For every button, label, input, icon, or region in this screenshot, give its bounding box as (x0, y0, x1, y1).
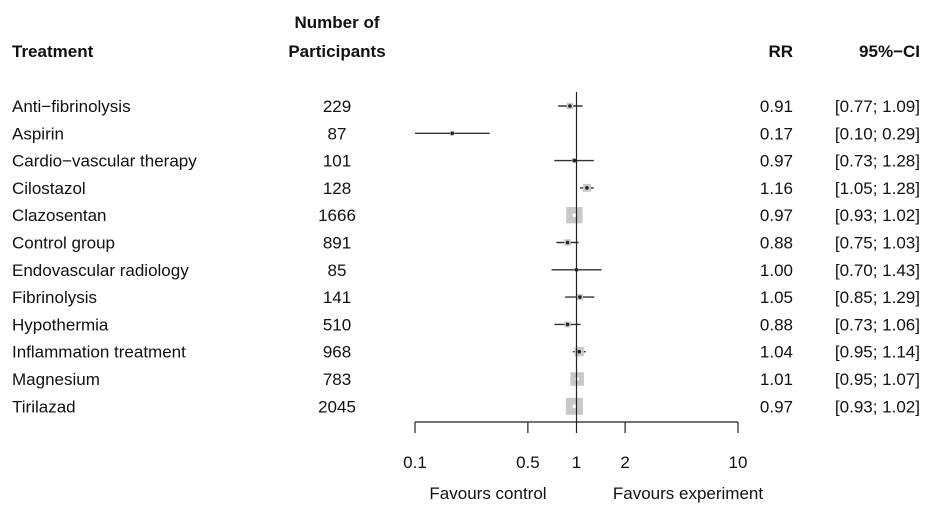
x-tick-label: 2 (620, 453, 629, 472)
point-estimate (572, 158, 577, 163)
forest-row: Tirilazad 2045 0.97 [0.93; 1.02] (12, 397, 920, 416)
forest-row: Cilostazol 128 1.16 [1.05; 1.28] (12, 179, 920, 198)
x-tick-label: 0.1 (403, 453, 427, 472)
row-rr-value: 0.17 (760, 124, 793, 143)
row-treatment-label: Cardio−vascular therapy (12, 152, 197, 171)
row-rr-value: 0.97 (760, 206, 793, 225)
row-treatment-label: Inflammation treatment (12, 343, 186, 362)
row-treatment-label: Fibrinolysis (12, 288, 97, 307)
x-tick-label: 0.5 (516, 453, 540, 472)
forest-row: Anti−fibrinolysis 229 0.91 [0.77; 1.09] (12, 97, 920, 116)
row-treatment-label: Hypothermia (12, 315, 109, 334)
favours-experiment-label: Favours experiment (613, 484, 764, 503)
forest-rows: Anti−fibrinolysis 229 0.91 [0.77; 1.09] Aspi… (12, 97, 920, 416)
forest-row: Inflammation treatment 968 1.04 [0.95; 1.14… (12, 343, 920, 362)
header-participants-line2: Participants (288, 42, 385, 61)
row-ci-value: [0.73; 1.06] (835, 315, 920, 334)
row-rr-value: 1.01 (760, 370, 793, 389)
x-tick-label: 1 (572, 453, 581, 472)
point-estimate (578, 295, 582, 299)
point-estimate (565, 322, 570, 327)
forest-row: Cardio−vascular therapy 101 0.97 [0.73; 1.2… (12, 152, 920, 171)
header-rr: RR (768, 42, 793, 61)
row-participants-value: 968 (323, 343, 351, 362)
row-ci-value: [0.93; 1.02] (835, 397, 920, 416)
row-ci-value: [0.73; 1.28] (835, 152, 920, 171)
row-ci-value: [0.75; 1.03] (835, 234, 920, 253)
row-treatment-label: Endovascular radiology (12, 261, 189, 280)
row-rr-value: 0.88 (760, 315, 793, 334)
forest-row: Hypothermia 510 0.88 [0.73; 1.06] (12, 315, 920, 334)
row-ci-value: [0.70; 1.43] (835, 261, 920, 280)
point-estimate (577, 349, 582, 354)
row-ci-value: [0.10; 0.29] (835, 124, 920, 143)
header-ci: 95%−CI (859, 42, 920, 61)
row-participants-value: 87 (328, 124, 347, 143)
row-participants-value: 1666 (318, 206, 356, 225)
row-participants-value: 2045 (318, 397, 356, 416)
forest-row: Aspirin 87 0.17 [0.10; 0.29] (12, 124, 920, 143)
header-treatment: Treatment (12, 42, 94, 61)
row-ci-value: [0.85; 1.29] (835, 288, 920, 307)
forest-row: Fibrinolysis 141 1.05 [0.85; 1.29] (12, 288, 920, 307)
row-ci-value: [0.93; 1.02] (835, 206, 920, 225)
row-rr-value: 1.05 (760, 288, 793, 307)
header-participants-line1: Number of (295, 13, 380, 32)
forest-row: Endovascular radiology 85 1.00 [0.70; 1.43] (12, 261, 920, 280)
row-ci-value: [1.05; 1.28] (835, 179, 920, 198)
row-rr-value: 0.91 (760, 97, 793, 116)
row-participants-value: 141 (323, 288, 351, 307)
row-participants-value: 510 (323, 315, 351, 334)
point-estimate (572, 213, 577, 217)
x-tick-label: 10 (729, 453, 748, 472)
row-rr-value: 0.97 (760, 397, 793, 416)
row-rr-value: 0.97 (760, 152, 793, 171)
row-participants-value: 229 (323, 97, 351, 116)
row-treatment-label: Anti−fibrinolysis (12, 97, 131, 116)
x-axis: 0.1 0.5 1 2 10 (403, 92, 747, 472)
row-participants-value: 85 (328, 261, 347, 280)
row-ci-value: [0.95; 1.07] (835, 370, 920, 389)
row-ci-value: [0.95; 1.14] (835, 343, 920, 362)
row-participants-value: 783 (323, 370, 351, 389)
row-participants-value: 128 (323, 179, 351, 198)
row-treatment-label: Tirilazad (12, 397, 76, 416)
row-treatment-label: Aspirin (12, 124, 64, 143)
point-estimate (565, 240, 570, 245)
row-ci-value: [0.77; 1.09] (835, 97, 920, 116)
row-rr-value: 1.04 (760, 343, 793, 362)
favours-control-label: Favours control (429, 484, 546, 503)
row-participants-value: 891 (323, 234, 351, 253)
point-estimate (572, 404, 577, 409)
row-treatment-label: Clazosentan (12, 206, 107, 225)
point-estimate (450, 131, 455, 136)
row-treatment-label: Magnesium (12, 370, 100, 389)
point-estimate (585, 186, 589, 190)
row-treatment-label: Cilostazol (12, 179, 86, 198)
row-rr-value: 1.16 (760, 179, 793, 198)
row-rr-value: 1.00 (760, 261, 793, 280)
forest-row: Control group 891 0.88 [0.75; 1.03] (12, 234, 920, 253)
row-participants-value: 101 (323, 152, 351, 171)
row-treatment-label: Control group (12, 234, 115, 253)
forest-row: Magnesium 783 1.01 [0.95; 1.07] (12, 370, 920, 389)
forest-row: Clazosentan 1666 0.97 [0.93; 1.02] (12, 206, 920, 225)
point-estimate (568, 104, 572, 108)
row-rr-value: 0.88 (760, 234, 793, 253)
